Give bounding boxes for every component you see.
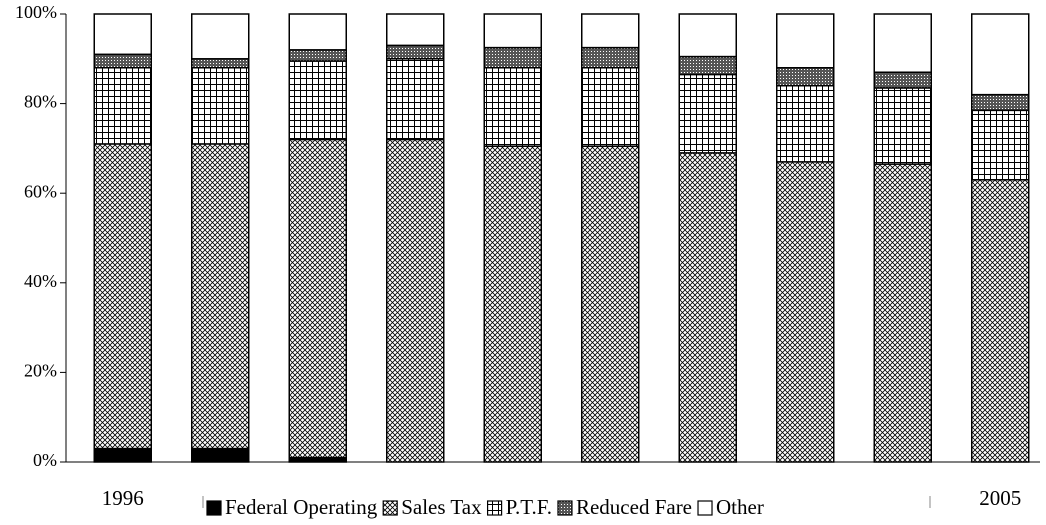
bar-segment [483,46,542,69]
bar-segment [386,13,445,47]
bar-segment [971,13,1030,96]
bar-segment [581,13,640,49]
bar-segment [191,143,250,450]
bar-segment [971,179,1030,463]
legend-label: Other [716,495,764,519]
y-tick-label: 40% [24,271,57,291]
bar-segment [483,13,542,49]
bar-segment [873,71,932,89]
bar-segment [288,49,347,62]
bar-segment [581,46,640,69]
bar-segment [191,58,250,69]
bar-segment [93,13,152,56]
legend-label: P.T.F. [506,495,552,519]
bar-segment [93,67,152,145]
bar-segment [776,161,835,463]
x-tick-label: 2005 [979,486,1021,510]
y-tick-label: 80% [24,92,57,112]
bar-segment [678,152,737,463]
bar-segment [93,447,152,463]
bar-segment [776,13,835,69]
bar-segment [873,163,932,463]
bar-segment [386,58,445,141]
legend-swatch [557,500,573,516]
legend-label: Federal Operating [225,495,378,519]
bar-segment [678,73,737,154]
bar-segment [386,44,445,60]
bar-segment [483,67,542,147]
bar-segment [191,67,250,145]
y-tick-label: 100% [15,2,57,22]
legend-swatch [206,500,222,516]
bar-segment [483,145,542,463]
y-tick-label: 60% [24,181,57,201]
bar-segment [288,13,347,51]
bar-segment [93,143,152,450]
legend-swatch [486,500,503,516]
bar-segment [288,60,347,141]
y-tick-label: 20% [24,361,57,381]
bar-segment [581,145,640,463]
bar-segment [971,93,1030,112]
y-tick-label: 0% [33,450,57,470]
bar-segment [776,84,835,163]
bar-segment [191,13,250,60]
bar-segment [581,67,640,147]
legend-label: Reduced Fare [576,495,692,519]
legend-swatch [697,500,713,516]
bar-segment [678,55,737,76]
bar-segment [386,138,445,463]
bar-segment [971,109,1030,181]
x-tick-label: 1996 [102,486,144,510]
bar-segment [93,53,152,69]
legend-label: Sales Tax [401,495,482,519]
bar-segment [776,67,835,87]
bar-segment [288,138,347,459]
bar-segment [678,13,737,58]
bar-segment [873,87,932,165]
bar-segment [191,447,250,463]
legend-swatch [382,500,398,516]
bar-segment [873,13,932,73]
